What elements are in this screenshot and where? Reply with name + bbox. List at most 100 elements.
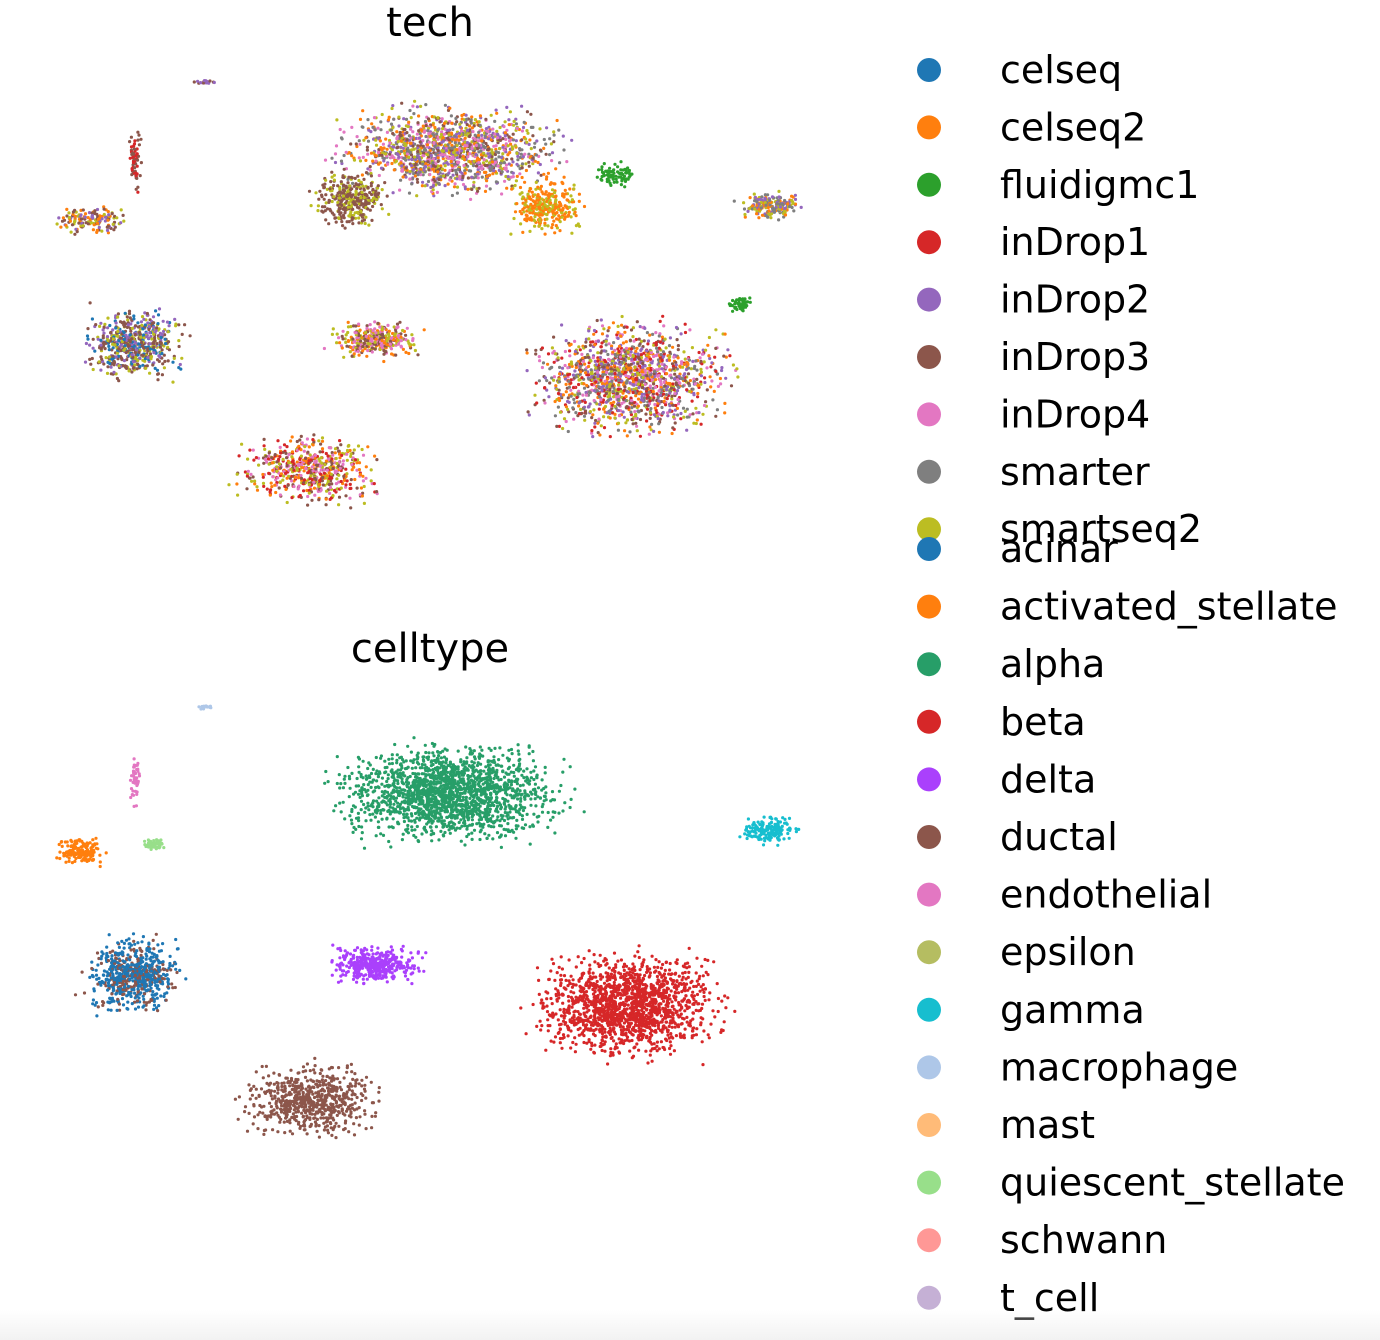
tech-point <box>466 187 470 191</box>
tech-point <box>323 209 327 213</box>
tech-point <box>111 342 115 346</box>
tech-point <box>422 328 426 332</box>
tech-point <box>140 344 144 348</box>
tech-point <box>449 114 453 118</box>
tech-point <box>732 199 736 203</box>
tech-point <box>691 412 695 416</box>
tech-point <box>603 404 608 409</box>
tech-point <box>166 330 170 334</box>
tech-point <box>442 121 447 125</box>
tech-point <box>637 337 641 341</box>
tech-point <box>463 133 467 137</box>
tech-point <box>410 333 414 337</box>
tech-point <box>573 210 577 214</box>
tech-point <box>358 159 363 163</box>
tech-point <box>598 402 602 406</box>
tech-point <box>560 215 564 219</box>
tech-point <box>558 208 563 212</box>
tech-point <box>572 183 576 187</box>
tech-point <box>636 404 641 408</box>
tech-point <box>499 161 503 165</box>
tech-point <box>703 380 707 385</box>
tech-point <box>357 178 361 183</box>
tech-point <box>612 180 616 184</box>
tech-point <box>726 348 730 352</box>
tech-point <box>706 343 710 347</box>
tech-point <box>334 220 338 224</box>
tech-point <box>668 404 672 408</box>
tech-point <box>602 327 606 331</box>
tech-point <box>629 350 633 354</box>
tech-point <box>386 323 390 327</box>
tech-point <box>122 337 126 342</box>
tech-point <box>375 186 380 190</box>
tech-point <box>354 324 358 328</box>
tech-point <box>731 309 735 313</box>
tech-point <box>571 386 576 390</box>
tech-point <box>546 362 550 366</box>
tech-point <box>538 359 542 363</box>
tech-point <box>600 324 605 328</box>
tech-point <box>349 345 353 349</box>
tech-point <box>526 205 530 209</box>
tech-point <box>584 345 588 349</box>
tech-point <box>599 177 603 181</box>
tech-point <box>537 224 541 228</box>
tech-point <box>415 177 419 181</box>
tech-point <box>509 175 513 179</box>
tech-point <box>766 193 770 197</box>
tech-point <box>436 159 440 163</box>
tech-point <box>436 164 440 168</box>
tech-point <box>613 371 617 376</box>
tech-point <box>166 345 170 349</box>
tech-point <box>452 162 456 166</box>
tech-point <box>361 345 365 349</box>
tech-point <box>573 369 577 373</box>
tech-point <box>391 145 395 149</box>
tech-point <box>770 195 775 199</box>
tech-point <box>495 111 499 115</box>
tech-point <box>600 388 604 392</box>
tech-point <box>541 209 545 213</box>
tech-point <box>369 171 373 176</box>
tech-point <box>382 359 386 364</box>
tech-point <box>380 153 384 157</box>
tech-point <box>728 302 732 306</box>
tech-point <box>562 417 567 421</box>
tech-point <box>631 335 635 339</box>
tech-point <box>645 404 649 408</box>
tech-point <box>708 356 712 361</box>
tech-point <box>650 378 654 382</box>
tech-point <box>443 132 447 136</box>
tech-point <box>525 351 529 355</box>
tech-point <box>180 332 184 336</box>
tech-point <box>365 339 370 343</box>
tech-point <box>658 393 662 397</box>
tech-point <box>621 410 625 414</box>
tech-point <box>447 133 451 137</box>
tech-point <box>156 378 160 382</box>
tech-point <box>458 155 462 159</box>
tech-point <box>614 177 618 181</box>
tech-point <box>661 314 665 318</box>
tech-point <box>704 348 708 352</box>
tech-point <box>577 378 581 382</box>
tech-point <box>152 325 156 329</box>
tech-point <box>705 366 709 370</box>
tech-point <box>466 155 470 159</box>
tech-point <box>156 358 160 362</box>
tech-point <box>471 164 476 168</box>
tech-point <box>716 384 721 388</box>
tech-point <box>591 356 595 360</box>
tech-point <box>574 214 578 218</box>
tech-point <box>635 346 639 350</box>
tech-point <box>748 296 752 300</box>
tech-point <box>542 146 546 150</box>
tech-point <box>626 350 630 354</box>
tech-point <box>177 339 181 343</box>
tech-point <box>387 144 391 148</box>
tech-point <box>369 181 373 185</box>
tech-point <box>624 168 628 172</box>
tech-point <box>648 411 653 415</box>
tech-point <box>608 435 612 439</box>
